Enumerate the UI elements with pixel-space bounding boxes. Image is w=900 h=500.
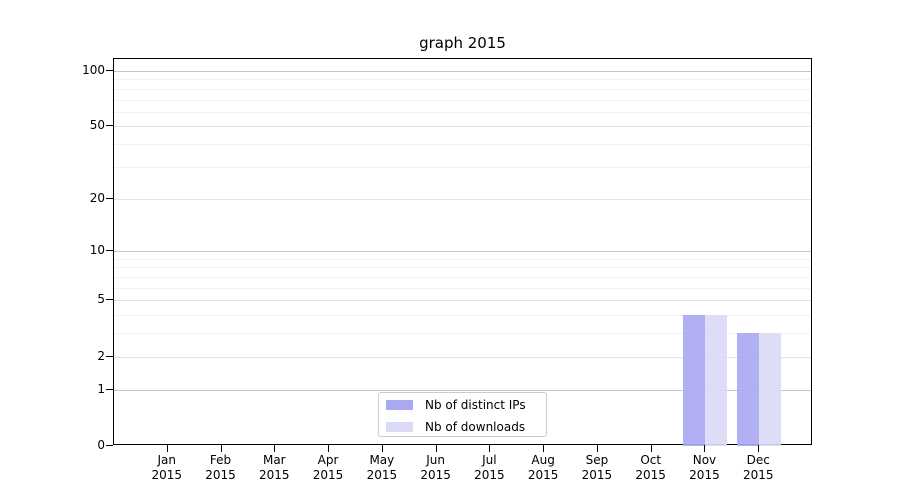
x-tick-label: Sep 2015 [581, 453, 613, 482]
legend: Nb of distinct IPs Nb of downloads [378, 392, 547, 437]
x-tick-label: Jun 2015 [420, 453, 451, 482]
x-tick [758, 445, 760, 452]
x-tick-label: Dec 2015 [742, 453, 774, 482]
y-tick [106, 197, 113, 199]
gridline-minor [114, 166, 811, 168]
x-tick-label: May 2015 [366, 453, 398, 482]
y-tick-label: 1 [97, 381, 105, 396]
y-tick [106, 355, 113, 357]
gridline-minor [114, 111, 811, 113]
legend-label-downloads: Nb of downloads [425, 420, 526, 434]
bar-nb-of-downloads [759, 333, 782, 446]
x-tick-label: Jan 2015 [151, 453, 183, 482]
chart-title: graph 2015 [419, 34, 506, 52]
y-tick [106, 69, 113, 71]
gridline-major [114, 251, 811, 253]
legend-label-distinct-ips: Nb of distinct IPs [425, 398, 526, 412]
y-tick-label: 2 [97, 348, 105, 363]
y-tick-label: 20 [89, 190, 105, 205]
bar-nb-of-downloads [705, 315, 728, 446]
gridline-major [114, 356, 811, 358]
x-tick-label: Mar 2015 [259, 453, 290, 482]
x-tick [220, 445, 222, 452]
y-tick-label: 0 [97, 438, 105, 452]
y-tick-label: 10 [89, 243, 105, 258]
x-tick [166, 445, 168, 452]
gridline-minor [114, 258, 811, 260]
legend-row-downloads: Nb of downloads [379, 417, 546, 437]
x-tick-label: Aug 2015 [527, 453, 559, 482]
x-tick-label: Feb 2015 [205, 453, 236, 482]
gridline-minor [114, 79, 811, 81]
gridline-minor [114, 99, 811, 101]
x-tick [435, 445, 437, 452]
gridline-minor [114, 88, 811, 90]
gridline-minor [114, 333, 811, 335]
x-tick-label: Apr 2015 [312, 453, 344, 482]
downloads-swatch [386, 422, 413, 432]
y-tick [106, 445, 113, 446]
y-tick [106, 299, 113, 301]
gridline-minor [114, 277, 811, 278]
x-tick-label: Oct 2015 [635, 453, 666, 482]
gridline-minor [114, 315, 811, 317]
x-tick [381, 445, 383, 452]
x-tick [650, 445, 652, 452]
bar-nb-of-distinct-ips [737, 333, 760, 446]
gridline-minor [114, 267, 811, 269]
y-tick [106, 388, 113, 390]
y-tick-label: 50 [89, 118, 105, 133]
gridline-major [114, 198, 811, 200]
x-tick [489, 445, 491, 452]
x-tick [274, 445, 276, 452]
y-tick-label: 100 [82, 62, 105, 77]
x-tick [596, 445, 598, 452]
x-tick-label: Jul 2015 [474, 453, 505, 482]
y-tick [106, 125, 113, 127]
gridline-minor [114, 287, 811, 289]
bar-nb-of-distinct-ips [683, 315, 706, 446]
legend-row-distinct-ips: Nb of distinct IPs [379, 395, 546, 415]
gridline-major [114, 70, 811, 72]
plot-area [113, 58, 812, 446]
x-tick [543, 445, 545, 452]
distinct-ips-swatch [386, 400, 413, 410]
x-tick-label: Nov 2015 [689, 453, 720, 482]
x-tick [328, 445, 330, 452]
y-tick [106, 250, 113, 252]
y-tick-label: 5 [97, 292, 105, 307]
gridline-major [114, 300, 811, 302]
x-tick [704, 445, 706, 452]
gridline-major [114, 126, 811, 128]
gridline-minor [114, 144, 811, 146]
gridline-major [114, 389, 811, 391]
